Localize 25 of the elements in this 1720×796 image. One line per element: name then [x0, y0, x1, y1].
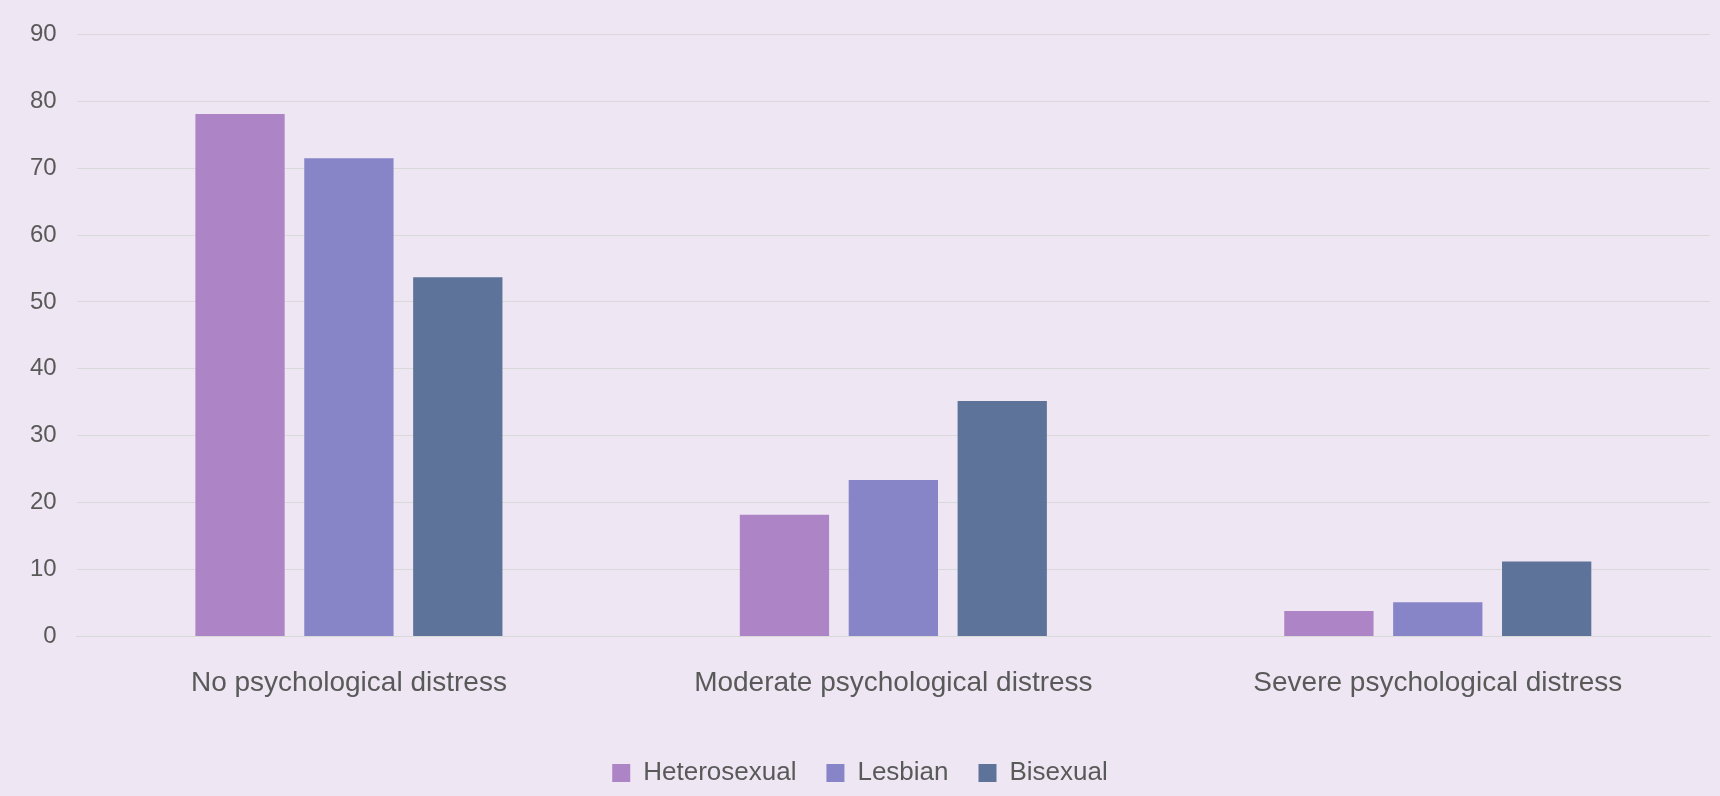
bar	[195, 114, 285, 636]
y-tick-label: 60	[29, 219, 57, 247]
y-tick-label: 20	[29, 487, 57, 515]
x-tick-label: Moderate psychological distress	[694, 665, 1093, 697]
bar	[739, 514, 830, 636]
x-tick-label: Severe psychological distress	[1253, 665, 1623, 697]
y-tick-label: 10	[29, 554, 57, 582]
bar	[1284, 610, 1374, 636]
y-tick-label: 90	[29, 19, 57, 47]
bar	[848, 479, 938, 636]
y-tick-label: 70	[29, 152, 57, 180]
x-tick-label: No psychological distress	[190, 665, 507, 697]
bar	[413, 277, 503, 636]
y-tick-label: 40	[29, 353, 57, 381]
y-tick-label: 30	[29, 420, 57, 448]
y-tick-label: 50	[29, 286, 57, 314]
bar	[1393, 602, 1483, 636]
legend-label: Lesbian	[857, 756, 949, 787]
legend-label: Heterosexual	[643, 756, 797, 787]
y-tick-label: 80	[29, 85, 57, 113]
bar	[957, 400, 1047, 636]
bar	[304, 158, 394, 636]
bar	[1502, 561, 1592, 636]
legend-label: Bisexual	[1009, 756, 1108, 787]
y-tick-label: 0	[43, 621, 57, 649]
